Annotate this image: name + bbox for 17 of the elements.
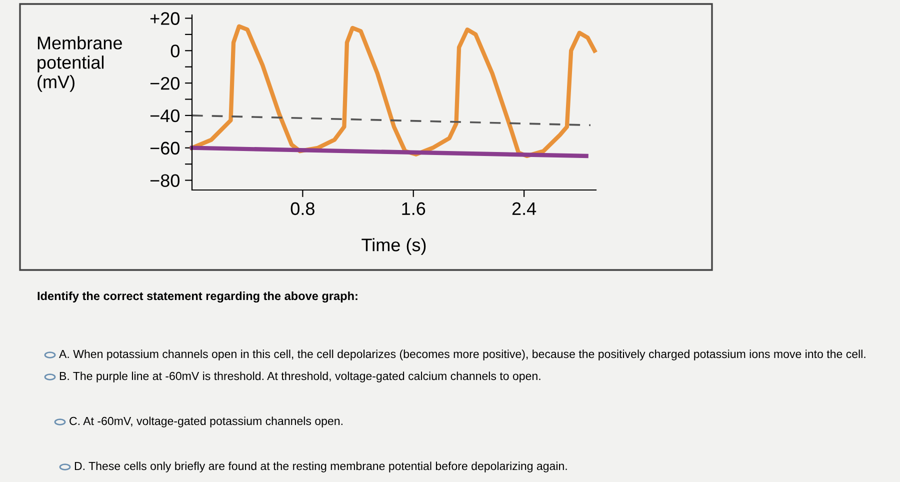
text: D. These cells only briefly are found at the resting membrane potential before depolarizing again. [74,462,567,472]
text: B. The purple line at -60mV is threshold. At threshold, voltage-gated calcium channels to open. [60,372,540,382]
y-tick-label: 0 [170,44,180,58]
text: Identify the correct statement regarding the above graph: [38,291,358,303]
text: C. At -60mV, voltage-gated potassium channels open. [70,416,342,428]
x-tick-label: 2.4 [512,202,536,215]
x-tick-label: 0.8 [290,202,314,216]
x-axis-title: Time (s) [362,238,426,255]
y-tick-label: +20 [150,12,180,25]
text: A. When potassium channels open in this cell, the cell depolarizes (becomes more positive), because the positively charged potassium ions move into the cell. [59,350,866,360]
y-tick-label: −20 [150,76,180,90]
x-tick-label: 1.6 [402,202,426,216]
line-series [190,24,597,158]
y-tick-label: −40 [150,109,180,122]
y-tick-label: −60 [150,142,180,155]
y-axis-title: Membrane potential (mV) [38,36,122,92]
y-tick-label: −80 [150,174,180,187]
